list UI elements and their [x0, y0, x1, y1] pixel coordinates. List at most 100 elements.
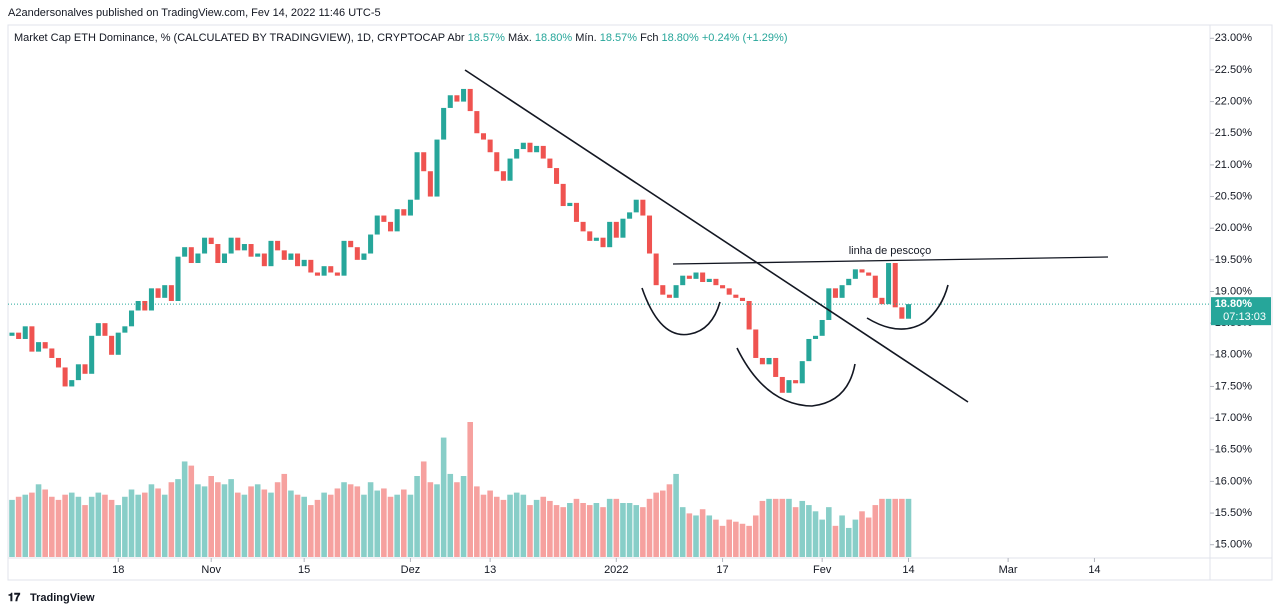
legend-text: Market Cap ETH Dominance, % (CALCULATED …: [14, 32, 788, 44]
candle-body: [441, 107, 447, 140]
change: +0.24% (+1.29%): [702, 32, 788, 44]
volume-bar: [108, 499, 115, 557]
candle-body: [666, 294, 672, 298]
candle-body: [573, 202, 579, 222]
volume-bar: [507, 494, 513, 557]
series-title: Market Cap ETH Dominance, % (CALCULATED …: [14, 32, 445, 44]
volume-bar: [135, 494, 141, 557]
volume-bar: [799, 500, 806, 557]
x-tick-label: 17: [716, 564, 728, 576]
candle-body: [295, 253, 301, 267]
y-tick-label: 21.00%: [1215, 159, 1253, 171]
y-tick-label: 19.50%: [1215, 254, 1253, 266]
volume-bar: [228, 479, 234, 557]
volume-bar: [540, 496, 547, 557]
volume-bar: [314, 499, 321, 557]
candle-body: [905, 304, 912, 319]
candle-body: [321, 266, 327, 276]
volume-bar: [845, 527, 852, 557]
volume-bar: [467, 422, 473, 557]
volume-bar: [361, 494, 367, 557]
volume-bar: [580, 503, 586, 557]
candle-body: [826, 288, 832, 320]
volume-bar: [221, 484, 228, 557]
ohlc-name: Fch: [640, 32, 658, 44]
candle-body: [454, 95, 460, 102]
head: [736, 347, 856, 407]
volume-bar: [699, 509, 706, 557]
y-tick-label: 22.50%: [1215, 64, 1253, 76]
y-tick-label: 17.00%: [1215, 412, 1253, 424]
candle-body: [394, 209, 400, 232]
candle-body: [587, 231, 593, 241]
volume-bar: [115, 505, 122, 557]
volume-bar: [613, 498, 620, 557]
candle-body: [726, 288, 732, 295]
candle-body: [700, 272, 706, 283]
ohlc-name: Abr: [447, 32, 464, 44]
volume-bar: [354, 486, 361, 557]
candle-body: [494, 152, 500, 172]
volume-bar: [161, 494, 168, 557]
publisher: A2andersonalves published on TradingView…: [8, 7, 381, 19]
ohlc-value: 18.57%: [600, 32, 638, 44]
volume-layer: [9, 422, 912, 557]
y-tick-label: 23.00%: [1215, 32, 1253, 44]
annotation: linha de pescoço: [849, 245, 932, 257]
x-tick-label: 15: [298, 564, 310, 576]
candle-body: [42, 342, 48, 349]
volume-bar: [493, 496, 500, 557]
ohlc-name: Mín.: [575, 32, 596, 44]
candle-body: [288, 253, 294, 260]
candle-body: [866, 272, 872, 276]
volume-bar: [82, 505, 88, 557]
candle-body: [82, 364, 88, 374]
candle-body: [128, 310, 135, 327]
candle-body: [640, 199, 646, 216]
volume-bar: [188, 465, 195, 557]
x-tick-label: 18: [112, 564, 124, 576]
candle-body: [168, 285, 174, 301]
volume-bar: [666, 484, 673, 557]
volume-bar: [892, 498, 899, 557]
candle-body: [474, 111, 480, 134]
candle-body: [55, 357, 61, 368]
ohlc-value: 18.80%: [535, 32, 573, 44]
candle-body: [235, 237, 241, 251]
candle-body: [401, 209, 407, 216]
volume-bar: [168, 482, 175, 557]
ohlc-value: 18.57%: [468, 32, 506, 44]
volume-bar: [401, 489, 407, 557]
legend: Market Cap ETH Dominance, % (CALCULATED …: [14, 32, 788, 44]
candle-body: [646, 215, 653, 254]
ohlc-name: Máx.: [508, 32, 532, 44]
volume-bar: [633, 505, 640, 557]
volume-bar: [646, 498, 653, 557]
volume-bar: [75, 496, 82, 557]
volume-bar: [148, 484, 155, 557]
candle-body: [241, 244, 247, 251]
candle-body: [534, 145, 540, 153]
volume-bar: [181, 461, 188, 557]
candle-body: [720, 285, 726, 289]
volume-bar: [288, 490, 294, 557]
candle-body: [22, 326, 28, 339]
neckline: [672, 256, 1109, 265]
volume-bar: [474, 486, 480, 557]
candle-body: [514, 149, 520, 159]
candle-body: [188, 247, 194, 264]
candle-body: [580, 221, 586, 232]
candle-body: [554, 168, 560, 184]
candle-body: [793, 380, 799, 384]
y-tick-label: 15.50%: [1215, 507, 1253, 519]
volume-bar: [440, 437, 447, 557]
volume-bar: [852, 519, 859, 557]
candle-body: [879, 297, 885, 305]
candle-body: [832, 288, 838, 298]
candle-body: [275, 240, 281, 251]
volume-bar: [626, 503, 633, 557]
volume-bar: [673, 473, 679, 557]
volume-bar: [387, 496, 394, 557]
candle-body: [540, 145, 546, 159]
candle-body: [162, 285, 168, 298]
